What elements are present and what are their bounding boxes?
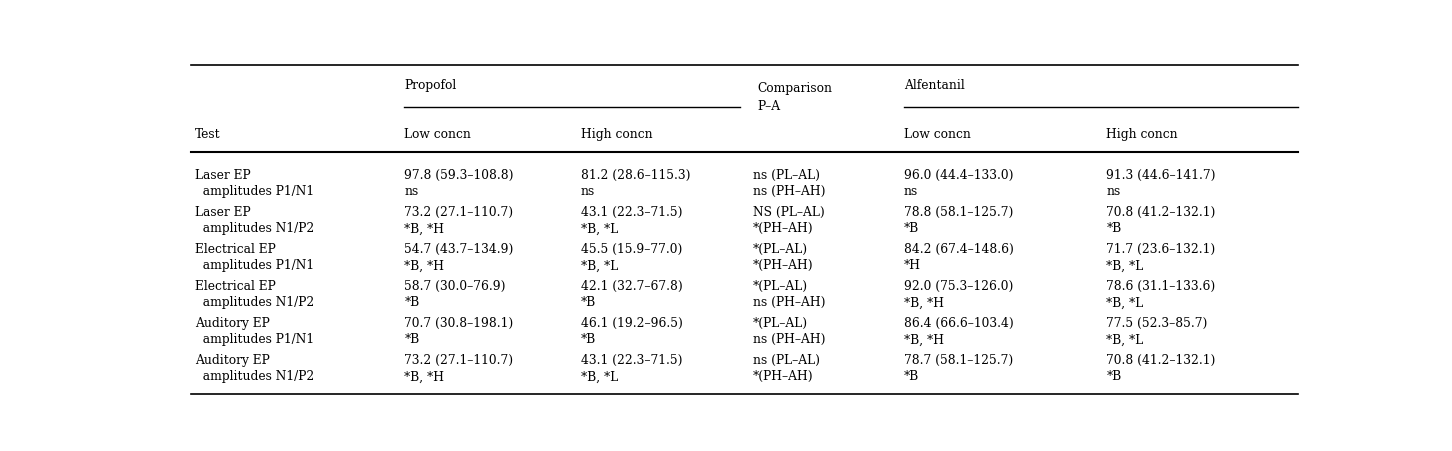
Text: 81.2 (28.6–115.3): 81.2 (28.6–115.3) <box>581 169 691 182</box>
Text: *B: *B <box>404 296 420 309</box>
Text: *(PL–AL): *(PL–AL) <box>754 317 809 329</box>
Text: Auditory EP: Auditory EP <box>195 317 270 329</box>
Text: Auditory EP: Auditory EP <box>195 353 270 366</box>
Text: ns (PL–AL): ns (PL–AL) <box>754 169 820 182</box>
Text: *B, *H: *B, *H <box>404 259 444 272</box>
Text: *B, *L: *B, *L <box>1106 333 1144 345</box>
Text: *(PH–AH): *(PH–AH) <box>754 259 813 272</box>
Text: 45.5 (15.9–77.0): 45.5 (15.9–77.0) <box>581 243 682 256</box>
Text: amplitudes P1/N1: amplitudes P1/N1 <box>195 259 314 272</box>
Text: ns: ns <box>404 185 418 198</box>
Text: Low concn: Low concn <box>404 128 472 140</box>
Text: *(PH–AH): *(PH–AH) <box>754 370 813 382</box>
Text: *H: *H <box>905 259 921 272</box>
Text: 78.7 (58.1–125.7): 78.7 (58.1–125.7) <box>905 353 1013 366</box>
Text: *B: *B <box>905 370 919 382</box>
Text: *B, *L: *B, *L <box>581 222 619 235</box>
Text: ns (PH–AH): ns (PH–AH) <box>754 296 826 309</box>
Text: 70.8 (41.2–132.1): 70.8 (41.2–132.1) <box>1106 206 1215 219</box>
Text: *B, *H: *B, *H <box>404 222 444 235</box>
Text: ns: ns <box>905 185 918 198</box>
Text: *B: *B <box>581 333 597 345</box>
Text: 71.7 (23.6–132.1): 71.7 (23.6–132.1) <box>1106 243 1215 256</box>
Text: *(PL–AL): *(PL–AL) <box>754 243 809 256</box>
Text: High concn: High concn <box>581 128 652 140</box>
Text: *(PH–AH): *(PH–AH) <box>754 222 813 235</box>
Text: *B: *B <box>1106 370 1122 382</box>
Text: *(PL–AL): *(PL–AL) <box>754 280 809 292</box>
Text: 73.2 (27.1–110.7): 73.2 (27.1–110.7) <box>404 353 514 366</box>
Text: 54.7 (43.7–134.9): 54.7 (43.7–134.9) <box>404 243 514 256</box>
Text: *B, *H: *B, *H <box>905 296 944 309</box>
Text: 58.7 (30.0–76.9): 58.7 (30.0–76.9) <box>404 280 505 292</box>
Text: 46.1 (19.2–96.5): 46.1 (19.2–96.5) <box>581 317 682 329</box>
Text: 43.1 (22.3–71.5): 43.1 (22.3–71.5) <box>581 353 682 366</box>
Text: amplitudes P1/N1: amplitudes P1/N1 <box>195 333 314 345</box>
Text: Comparison
P–A: Comparison P–A <box>758 82 832 113</box>
Text: 91.3 (44.6–141.7): 91.3 (44.6–141.7) <box>1106 169 1215 182</box>
Text: 42.1 (32.7–67.8): 42.1 (32.7–67.8) <box>581 280 682 292</box>
Text: Alfentanil: Alfentanil <box>905 79 964 92</box>
Text: ns (PH–AH): ns (PH–AH) <box>754 185 826 198</box>
Text: 73.2 (27.1–110.7): 73.2 (27.1–110.7) <box>404 206 514 219</box>
Text: ns: ns <box>581 185 595 198</box>
Text: 70.8 (41.2–132.1): 70.8 (41.2–132.1) <box>1106 353 1215 366</box>
Text: Laser EP: Laser EP <box>195 169 251 182</box>
Text: 70.7 (30.8–198.1): 70.7 (30.8–198.1) <box>404 317 514 329</box>
Text: Electrical EP: Electrical EP <box>195 280 276 292</box>
Text: *B: *B <box>581 296 597 309</box>
Text: *B, *L: *B, *L <box>581 259 619 272</box>
Text: *B, *L: *B, *L <box>1106 296 1144 309</box>
Text: 43.1 (22.3–71.5): 43.1 (22.3–71.5) <box>581 206 682 219</box>
Text: *B, *L: *B, *L <box>1106 259 1144 272</box>
Text: 86.4 (66.6–103.4): 86.4 (66.6–103.4) <box>905 317 1013 329</box>
Text: NS (PL–AL): NS (PL–AL) <box>754 206 825 219</box>
Text: Low concn: Low concn <box>905 128 971 140</box>
Text: *B: *B <box>404 333 420 345</box>
Text: amplitudes N1/P2: amplitudes N1/P2 <box>195 222 314 235</box>
Text: *B, *H: *B, *H <box>404 370 444 382</box>
Text: 96.0 (44.4–133.0): 96.0 (44.4–133.0) <box>905 169 1013 182</box>
Text: Propofol: Propofol <box>404 79 456 92</box>
Text: ns (PL–AL): ns (PL–AL) <box>754 353 820 366</box>
Text: Test: Test <box>195 128 221 140</box>
Text: 78.8 (58.1–125.7): 78.8 (58.1–125.7) <box>905 206 1013 219</box>
Text: Electrical EP: Electrical EP <box>195 243 276 256</box>
Text: ns (PH–AH): ns (PH–AH) <box>754 333 826 345</box>
Text: amplitudes N1/P2: amplitudes N1/P2 <box>195 370 314 382</box>
Text: 78.6 (31.1–133.6): 78.6 (31.1–133.6) <box>1106 280 1215 292</box>
Text: Laser EP: Laser EP <box>195 206 251 219</box>
Text: 92.0 (75.3–126.0): 92.0 (75.3–126.0) <box>905 280 1013 292</box>
Text: *B: *B <box>905 222 919 235</box>
Text: *B, *L: *B, *L <box>581 370 619 382</box>
Text: 77.5 (52.3–85.7): 77.5 (52.3–85.7) <box>1106 317 1208 329</box>
Text: High concn: High concn <box>1106 128 1178 140</box>
Text: ns: ns <box>1106 185 1121 198</box>
Text: amplitudes P1/N1: amplitudes P1/N1 <box>195 185 314 198</box>
Text: 84.2 (67.4–148.6): 84.2 (67.4–148.6) <box>905 243 1013 256</box>
Text: *B: *B <box>1106 222 1122 235</box>
Text: amplitudes N1/P2: amplitudes N1/P2 <box>195 296 314 309</box>
Text: *B, *H: *B, *H <box>905 333 944 345</box>
Text: 97.8 (59.3–108.8): 97.8 (59.3–108.8) <box>404 169 514 182</box>
